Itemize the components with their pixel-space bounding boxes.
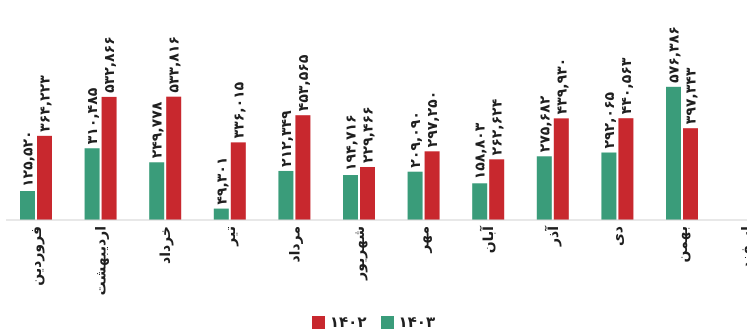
value-label-1403-9: ۲۹۲,۰۶۵ — [602, 91, 618, 148]
category-label-10: بهمن — [675, 226, 691, 262]
category-label-2: خرداد — [158, 226, 174, 264]
legend-label-1403: ۱۴۰۳ — [398, 313, 436, 331]
bar-1403-2 — [149, 162, 165, 220]
value-label-1403-8: ۲۷۵,۶۸۲ — [537, 95, 553, 152]
bar-1403-3 — [213, 208, 229, 220]
bar-1402-5 — [360, 166, 375, 220]
value-label-1403-7: ۱۵۸,۸۰۳ — [473, 122, 489, 179]
bar-1403-6 — [407, 171, 423, 220]
value-label-1403-1: ۳۱۰,۴۸۵ — [85, 87, 101, 144]
legend-swatch-1403 — [380, 315, 394, 329]
value-label-1403-4: ۲۱۲,۳۴۹ — [279, 110, 295, 167]
value-label-1403-6: ۲۰۹,۰۹۰ — [408, 111, 424, 168]
bar-1402-2 — [166, 96, 182, 220]
bar-1403-5 — [343, 175, 358, 220]
bar-1403-9 — [601, 152, 617, 220]
category-label-1: اردیبهشت — [94, 226, 110, 295]
value-label-1402-8: ۴۳۹,۹۳۰ — [554, 58, 570, 115]
bar-1402-4 — [295, 115, 311, 220]
bar-1402-9 — [618, 118, 634, 220]
value-label-1402-10: ۳۹۷,۳۴۳ — [684, 67, 700, 124]
value-label-1402-9: ۴۴۰,۵۶۳ — [619, 57, 635, 114]
value-label-1402-6: ۲۹۷,۲۵۰ — [425, 91, 441, 148]
bar-1403-1 — [84, 148, 100, 220]
bars-layer — [20, 86, 698, 220]
value-label-1403-3: ۴۹,۳۰۱ — [214, 157, 230, 205]
value-label-1403-2: ۲۴۹,۷۷۸ — [150, 101, 166, 158]
legend-label-1402: ۱۴۰۲ — [329, 313, 367, 331]
value-label-1402-1: ۵۳۲,۸۶۶ — [102, 36, 118, 93]
category-label-4: مرداد — [287, 226, 303, 263]
category-label-8: آذر — [544, 225, 562, 247]
category-label-11: اسفند — [740, 226, 747, 268]
category-label-9: دی — [610, 226, 626, 246]
bar-1402-3 — [230, 142, 246, 220]
bar-1402-0 — [37, 135, 52, 220]
bar-1403-4 — [278, 170, 294, 220]
legend-swatch-1402 — [311, 315, 325, 329]
category-label-7: آبان — [479, 225, 497, 253]
bar-1402-6 — [424, 151, 440, 220]
bar-1403-8 — [536, 156, 552, 220]
value-label-1402-2: ۵۳۳,۸۱۶ — [167, 36, 183, 93]
bar-1402-7 — [489, 159, 505, 220]
bar-1403-10 — [666, 86, 681, 220]
category-label-0: فروردین — [29, 226, 45, 286]
value-label-1403-0: ۱۲۵,۵۲۰ — [21, 130, 37, 187]
bar-1402-1 — [101, 96, 117, 220]
bar-1403-7 — [472, 183, 488, 220]
value-label-1402-4: ۴۵۳,۵۶۵ — [296, 54, 312, 111]
value-label-1402-7: ۲۶۲,۶۲۴ — [490, 98, 506, 155]
category-label-6: مهر — [417, 226, 433, 254]
value-label-1402-3: ۳۳۶,۰۱۵ — [231, 81, 247, 138]
legend: ۱۴۰۲ ۱۴۰۳ — [0, 313, 747, 331]
value-label-1402-0: ۳۶۴,۲۲۳ — [38, 75, 54, 132]
category-labels-layer: فروردین اردیبهشت خرداد تیر مرداد شهریور مهر آبا… — [29, 225, 747, 296]
category-label-5: شهریور — [352, 226, 368, 281]
category-label-3: تیر — [223, 226, 239, 247]
bar-1402-8 — [553, 118, 569, 220]
bar-1403-0 — [20, 191, 35, 220]
value-label-1403-5: ۱۹۴,۷۱۶ — [344, 114, 360, 171]
legend-item-1402: ۱۴۰۲ — [311, 313, 367, 331]
value-label-1403-10: ۵۷۶,۳۸۶ — [667, 26, 683, 83]
bar-1402-10 — [683, 128, 698, 220]
value-label-1402-5: ۲۲۹,۴۶۶ — [361, 106, 377, 163]
legend-item-1403: ۱۴۰۳ — [380, 313, 436, 331]
